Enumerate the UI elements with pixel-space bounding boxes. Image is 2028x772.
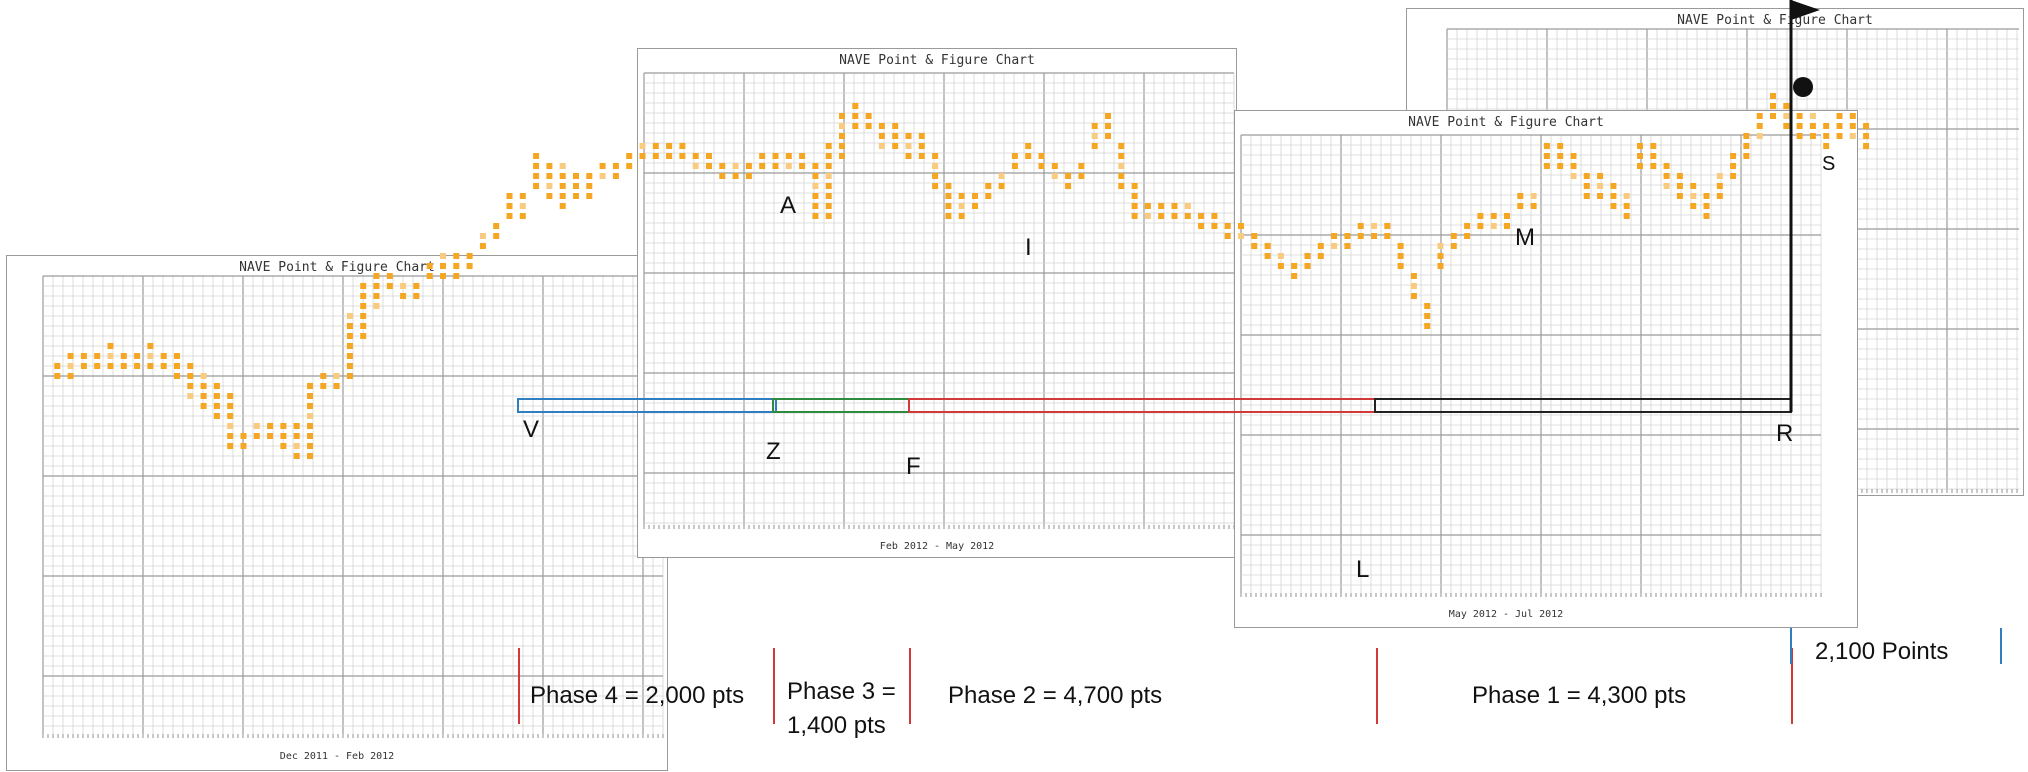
pf-box bbox=[599, 163, 606, 169]
pf-box bbox=[546, 173, 553, 179]
chart-date-range: Feb 2012 - May 2012 bbox=[879, 541, 995, 552]
phase1-label: Phase 1 = 4,300 pts bbox=[1472, 682, 1687, 709]
pf-box bbox=[586, 173, 593, 179]
phase3-label-line2: 1,400 pts bbox=[787, 712, 886, 739]
points-marker bbox=[1790, 628, 1792, 664]
chart-date-range: May 2012 - Jul 2012 bbox=[1448, 609, 1564, 620]
pf-box bbox=[586, 183, 593, 189]
pf-box bbox=[546, 183, 553, 189]
pf-box bbox=[506, 193, 513, 199]
pf-box bbox=[626, 163, 633, 169]
pf-box bbox=[573, 173, 579, 179]
pf-box bbox=[533, 163, 540, 169]
chart-title: NAVE Point & Figure Chart bbox=[1408, 115, 1604, 130]
pf-box bbox=[519, 203, 526, 209]
pf-box bbox=[493, 233, 500, 239]
wave-label-s: S bbox=[1822, 153, 1836, 175]
pf-box bbox=[586, 193, 593, 199]
chart-title: NAVE Point & Figure Chart bbox=[839, 53, 1035, 68]
pf-box bbox=[546, 163, 553, 169]
pf-box bbox=[493, 223, 500, 229]
pf-chart-may-jul-grid bbox=[1240, 134, 1822, 597]
pf-box bbox=[533, 183, 540, 189]
pf-box bbox=[599, 173, 606, 179]
pf-box bbox=[559, 183, 566, 189]
pf-box bbox=[533, 153, 540, 159]
pf-box bbox=[519, 193, 526, 199]
phase3-label-line1: Phase 3 = bbox=[787, 678, 896, 705]
chart-title: NAVE Point & Figure Chart bbox=[239, 260, 435, 275]
phase-divider bbox=[518, 648, 520, 724]
pf-chart-dec-feb: NAVE Point & Figure Chart Dec 2011 - Feb… bbox=[6, 255, 668, 771]
chart-title: NAVE Point & Figure Chart bbox=[1677, 13, 1873, 28]
points-marker bbox=[2000, 628, 2002, 664]
pf-box bbox=[559, 163, 566, 169]
pf-chart-feb-may-grid bbox=[643, 72, 1235, 529]
extra-points-label: 2,100 Points bbox=[1815, 638, 1949, 665]
wave-label-v: V bbox=[523, 416, 540, 443]
wave-label-l: L bbox=[1356, 556, 1370, 583]
pf-box bbox=[559, 173, 566, 179]
pf-box bbox=[573, 183, 579, 189]
pf-chart-dec-feb-grid bbox=[42, 275, 664, 738]
pf-box bbox=[559, 193, 566, 199]
pf-box bbox=[559, 203, 566, 209]
pf-chart-may-jul: NAVE Point & Figure Chart May 2012 - Jul… bbox=[1234, 110, 1858, 628]
wave-label-a: A bbox=[780, 192, 797, 219]
wave-label-z: Z bbox=[766, 438, 781, 465]
phase4-label: Phase 4 = 2,000 pts bbox=[530, 682, 745, 709]
phase-divider bbox=[1376, 648, 1378, 724]
pf-chart-feb-may: NAVE Point & Figure Chart Feb 2012 - May… bbox=[637, 48, 1237, 558]
pf-box bbox=[479, 243, 486, 249]
pf-box bbox=[533, 173, 540, 179]
wave-label-r: R bbox=[1776, 420, 1794, 447]
wave-label-f: F bbox=[906, 453, 921, 480]
pf-box bbox=[506, 203, 513, 209]
pf-box bbox=[519, 213, 526, 219]
pf-box bbox=[573, 193, 579, 199]
phase-divider bbox=[1791, 648, 1793, 724]
pf-box bbox=[612, 163, 619, 169]
pf-box bbox=[506, 213, 513, 219]
pf-box bbox=[479, 233, 486, 239]
phase-divider bbox=[773, 648, 775, 724]
pf-box bbox=[546, 193, 553, 199]
pf-box bbox=[612, 173, 619, 179]
phase-divider bbox=[909, 648, 911, 724]
phase2-label: Phase 2 = 4,700 pts bbox=[948, 682, 1163, 709]
wave-label-i: I bbox=[1025, 234, 1032, 261]
wave-label-m: M bbox=[1515, 224, 1535, 251]
pf-box bbox=[626, 153, 633, 159]
chart-date-range: Dec 2011 - Feb 2012 bbox=[279, 751, 395, 762]
